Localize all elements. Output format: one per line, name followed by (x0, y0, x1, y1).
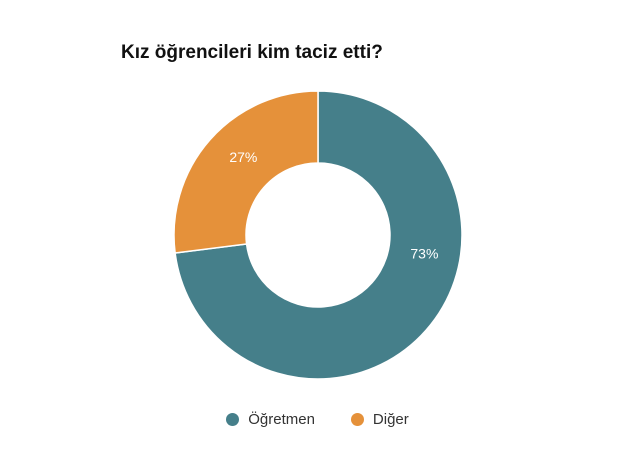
chart-title: Kız öğrencileri kim taciz etti? (121, 42, 383, 63)
legend-swatch-ogretmen (226, 413, 240, 426)
data-label-diger: 27% (229, 149, 257, 165)
data-label-ogretmen: 73% (410, 246, 438, 262)
slice-diger[interactable] (173, 90, 319, 254)
legend-item-ogretmen[interactable]: Öğretmen (226, 411, 315, 428)
donut-chart: 73% 27% (173, 90, 463, 380)
slice-ogretmen[interactable] (174, 90, 463, 380)
legend-swatch-diger (350, 413, 364, 426)
legend-label-diger: Diğer (372, 411, 409, 428)
legend-item-diger[interactable]: Diğer (350, 411, 409, 428)
legend-label-ogretmen: Öğretmen (248, 411, 315, 428)
chart-legend: Öğretmen Diğer (0, 411, 635, 428)
